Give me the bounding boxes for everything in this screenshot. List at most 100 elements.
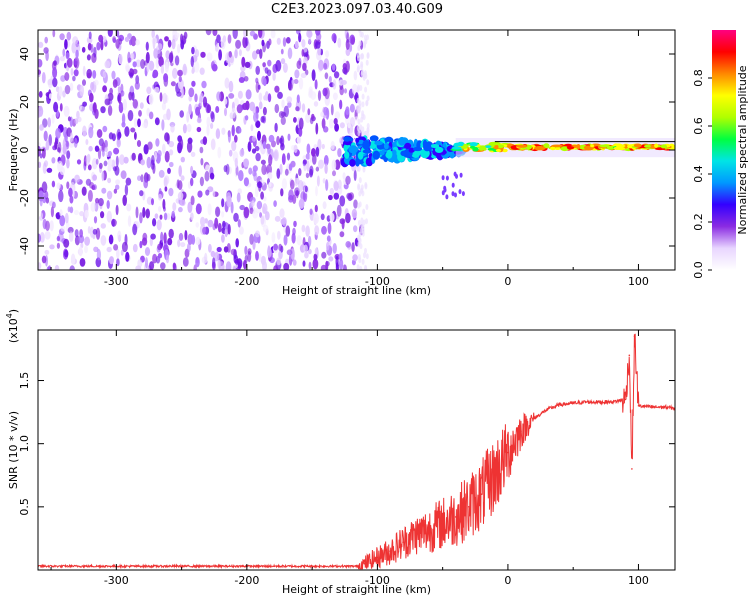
noise-blob [341,80,347,85]
noise-blob [163,73,169,83]
noise-blob [38,233,42,243]
noise-blob [268,38,272,46]
noise-blob [206,116,211,128]
noise-blob [130,52,135,61]
noise-blob [66,181,70,189]
noise-blob [59,215,66,227]
noise-blob [256,181,263,189]
noise-edge-blob [361,31,364,38]
noise-blob [267,246,272,258]
noise-blob [231,124,235,137]
noise-blob [74,229,79,238]
heatmap-x-axis-label: Height of straight line (km) [282,284,431,297]
noise-blob [247,141,252,152]
noise-blob [245,89,252,100]
noise-edge-blob [361,230,365,237]
noise-edge-blob [364,183,368,190]
noise-blob [56,235,61,242]
snr-point [357,565,359,567]
noise-blob [285,225,291,237]
noise-blob [252,169,257,177]
noise-blob [126,203,132,212]
noise-blob [46,167,53,173]
noise-blob [84,245,88,254]
noise-blob [59,56,66,62]
noise-blob [238,226,244,235]
noise-blob [137,259,143,268]
noise-blob [45,50,49,62]
noise-blob [234,134,238,143]
noise-blob [239,148,245,157]
noise-blob [252,210,258,219]
noise-blob [251,135,256,142]
noise-blob [140,174,144,183]
noise-blob [145,257,148,269]
noise-blob [208,243,212,253]
noise-blob [164,150,170,163]
snr-series-line [38,333,675,570]
noise-blob [313,101,319,107]
signal-core-blob [654,143,659,148]
noise-blob [56,182,61,190]
noise-blob [298,77,304,90]
noise-blob [142,232,148,242]
noise-blob [210,250,216,258]
snr-point [389,550,392,552]
noise-blob [115,204,119,216]
noise-blob [54,264,60,270]
noise-blob [82,65,86,76]
noise-edge-blob [357,236,361,243]
signal-dip-blob [451,182,455,188]
noise-blob [135,39,140,46]
noise-blob [223,246,229,253]
noise-blob [342,172,346,180]
noise-blob [223,98,228,105]
noise-blob [127,110,134,122]
noise-blob [202,227,207,235]
noise-blob [69,82,74,92]
noise-blob [67,226,74,234]
noise-edge-blob [363,41,366,47]
noise-blob [73,209,79,216]
noise-blob [216,246,222,253]
noise-blob [73,137,78,148]
noise-edge-blob [366,34,369,41]
noise-blob [93,46,97,58]
noise-blob [288,163,293,171]
snr-point [520,430,522,432]
noise-blob [122,194,127,206]
noise-blob [235,39,242,49]
noise-blob [242,102,248,111]
noise-blob [197,190,203,198]
signal-blob [420,152,425,157]
noise-blob [168,187,174,197]
noise-blob [308,261,312,270]
noise-blob [160,64,165,74]
noise-blob [124,184,129,196]
noise-blob [100,211,105,219]
noise-blob [41,72,46,84]
noise-blob [314,225,320,236]
noise-blob [334,123,339,132]
noise-blob [115,179,120,185]
noise-blob [169,161,174,168]
noise-blob [279,137,283,144]
noise-blob [92,228,98,235]
noise-blob [182,63,187,76]
snr-point [376,556,379,559]
noise-blob [244,115,249,121]
noise-blob [49,244,55,250]
noise-blob [79,229,83,238]
noise-edge-blob [359,265,363,270]
noise-blob [207,219,214,228]
noise-blob [125,177,132,186]
signal-blob [369,135,379,142]
snr-point [441,522,444,525]
noise-blob [162,92,168,105]
noise-edge-blob [356,86,360,93]
noise-blob [278,243,283,251]
noise-blob [329,118,334,129]
noise-blob [122,99,127,111]
noise-blob [119,154,125,166]
noise-blob [111,70,116,80]
